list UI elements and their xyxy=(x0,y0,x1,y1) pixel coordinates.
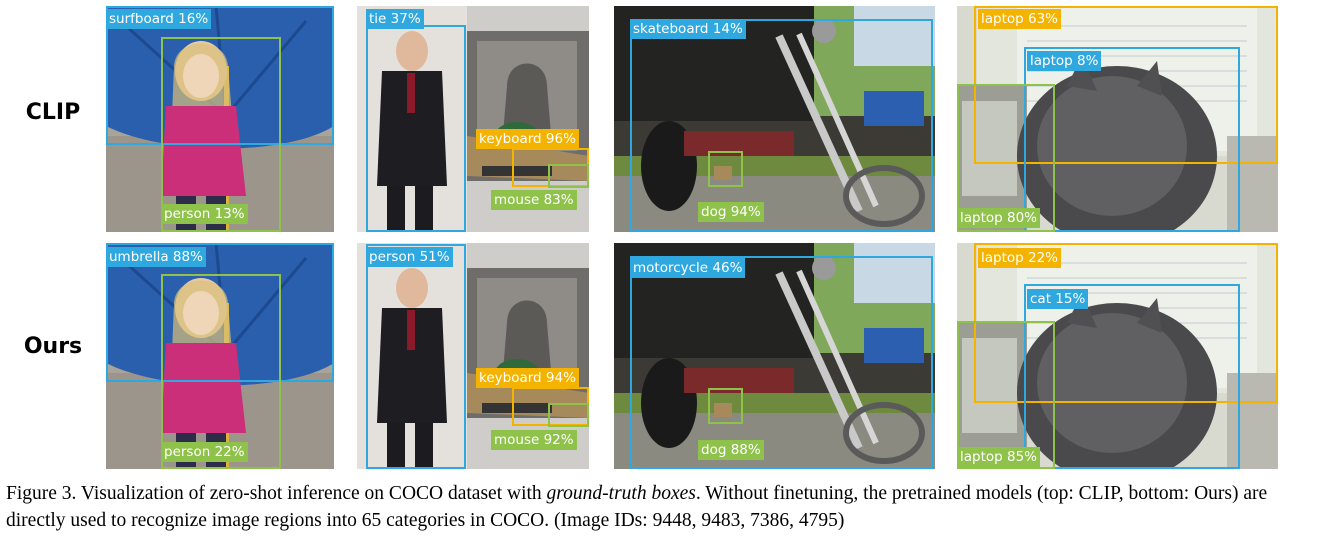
image-panel-girl-umbrella-clip: surfboard 16% person 13% xyxy=(106,6,334,232)
image-panel-girl-umbrella-ours: umbrella 88% person 22% xyxy=(106,243,334,469)
detection-label-green: mouse 83% xyxy=(491,190,577,210)
bbox-blue xyxy=(630,19,933,232)
row-label-clip: CLIP xyxy=(25,100,81,125)
detection-label-blue: person 51% xyxy=(366,247,453,267)
row-label-ours: Ours xyxy=(23,334,83,359)
photo-motorcycle xyxy=(614,6,935,232)
image-panel-motorcycle-clip: skateboard 14% dog 94% xyxy=(614,6,935,232)
image-panel-man-office-clip: tie 37% keyboard 96% mouse 83% xyxy=(357,6,589,232)
bbox-green xyxy=(161,37,281,232)
photo-cat-laptop xyxy=(957,6,1278,232)
detection-label-green: person 13% xyxy=(161,204,248,224)
bbox-green xyxy=(548,403,589,427)
image-panel-man-office-ours: person 51% keyboard 94% mouse 92% xyxy=(357,243,589,469)
bbox-blue xyxy=(1024,47,1240,232)
detection-label-yellow: laptop 22% xyxy=(978,248,1062,268)
detection-label-blue: skateboard 14% xyxy=(630,19,746,39)
caption-emphasis: ground-truth boxes xyxy=(546,483,696,504)
detection-label-yellow: laptop 63% xyxy=(978,9,1062,29)
detection-label-green: laptop 80% xyxy=(957,208,1041,228)
detection-label-blue: cat 15% xyxy=(1027,289,1089,309)
photo-girl-umbrella xyxy=(106,243,334,469)
caption-text-start: Figure 3. Visualization of zero-shot inf… xyxy=(6,483,547,504)
detection-label-green: laptop 85% xyxy=(957,447,1041,467)
image-panel-cat-laptop-clip: laptop 63% laptop 8% laptop 80% xyxy=(957,6,1278,232)
detection-label-yellow: keyboard 96% xyxy=(476,129,579,149)
bbox-blue xyxy=(106,6,334,145)
detection-label-blue: laptop 8% xyxy=(1027,51,1102,71)
bbox-green xyxy=(708,388,743,424)
bbox-green xyxy=(161,274,281,469)
detection-label-blue: surfboard 16% xyxy=(106,9,212,29)
bbox-yellow xyxy=(974,243,1278,403)
detection-label-green: person 22% xyxy=(161,442,248,462)
bbox-green xyxy=(957,84,1055,232)
bbox-green xyxy=(708,151,743,187)
caption-text-end: . Without finetuning, the pretrained mod… xyxy=(6,483,1268,531)
photo-man-office xyxy=(357,6,589,232)
bbox-green xyxy=(957,321,1055,469)
detection-label-green: dog 94% xyxy=(698,202,764,222)
bbox-blue xyxy=(630,256,933,469)
image-panel-motorcycle-ours: motorcycle 46% dog 88% xyxy=(614,243,935,469)
detection-label-green: mouse 92% xyxy=(491,430,577,450)
detection-label-yellow: keyboard 94% xyxy=(476,368,579,388)
bbox-green xyxy=(548,164,589,188)
detection-label-green: dog 88% xyxy=(698,440,764,460)
image-panel-cat-laptop-ours: laptop 22% cat 15% laptop 85% xyxy=(957,243,1278,469)
bbox-blue xyxy=(366,244,466,469)
detection-label-blue: tie 37% xyxy=(366,9,424,29)
detection-label-blue: motorcycle 46% xyxy=(630,258,746,278)
bbox-blue xyxy=(106,243,334,382)
figure-caption: Figure 3. Visualization of zero-shot inf… xyxy=(6,480,1324,534)
photo-girl-umbrella xyxy=(106,6,334,232)
bbox-blue xyxy=(1024,284,1240,469)
detection-label-blue: umbrella 88% xyxy=(106,247,206,267)
photo-cat-laptop xyxy=(957,243,1278,469)
bbox-blue xyxy=(366,25,466,232)
